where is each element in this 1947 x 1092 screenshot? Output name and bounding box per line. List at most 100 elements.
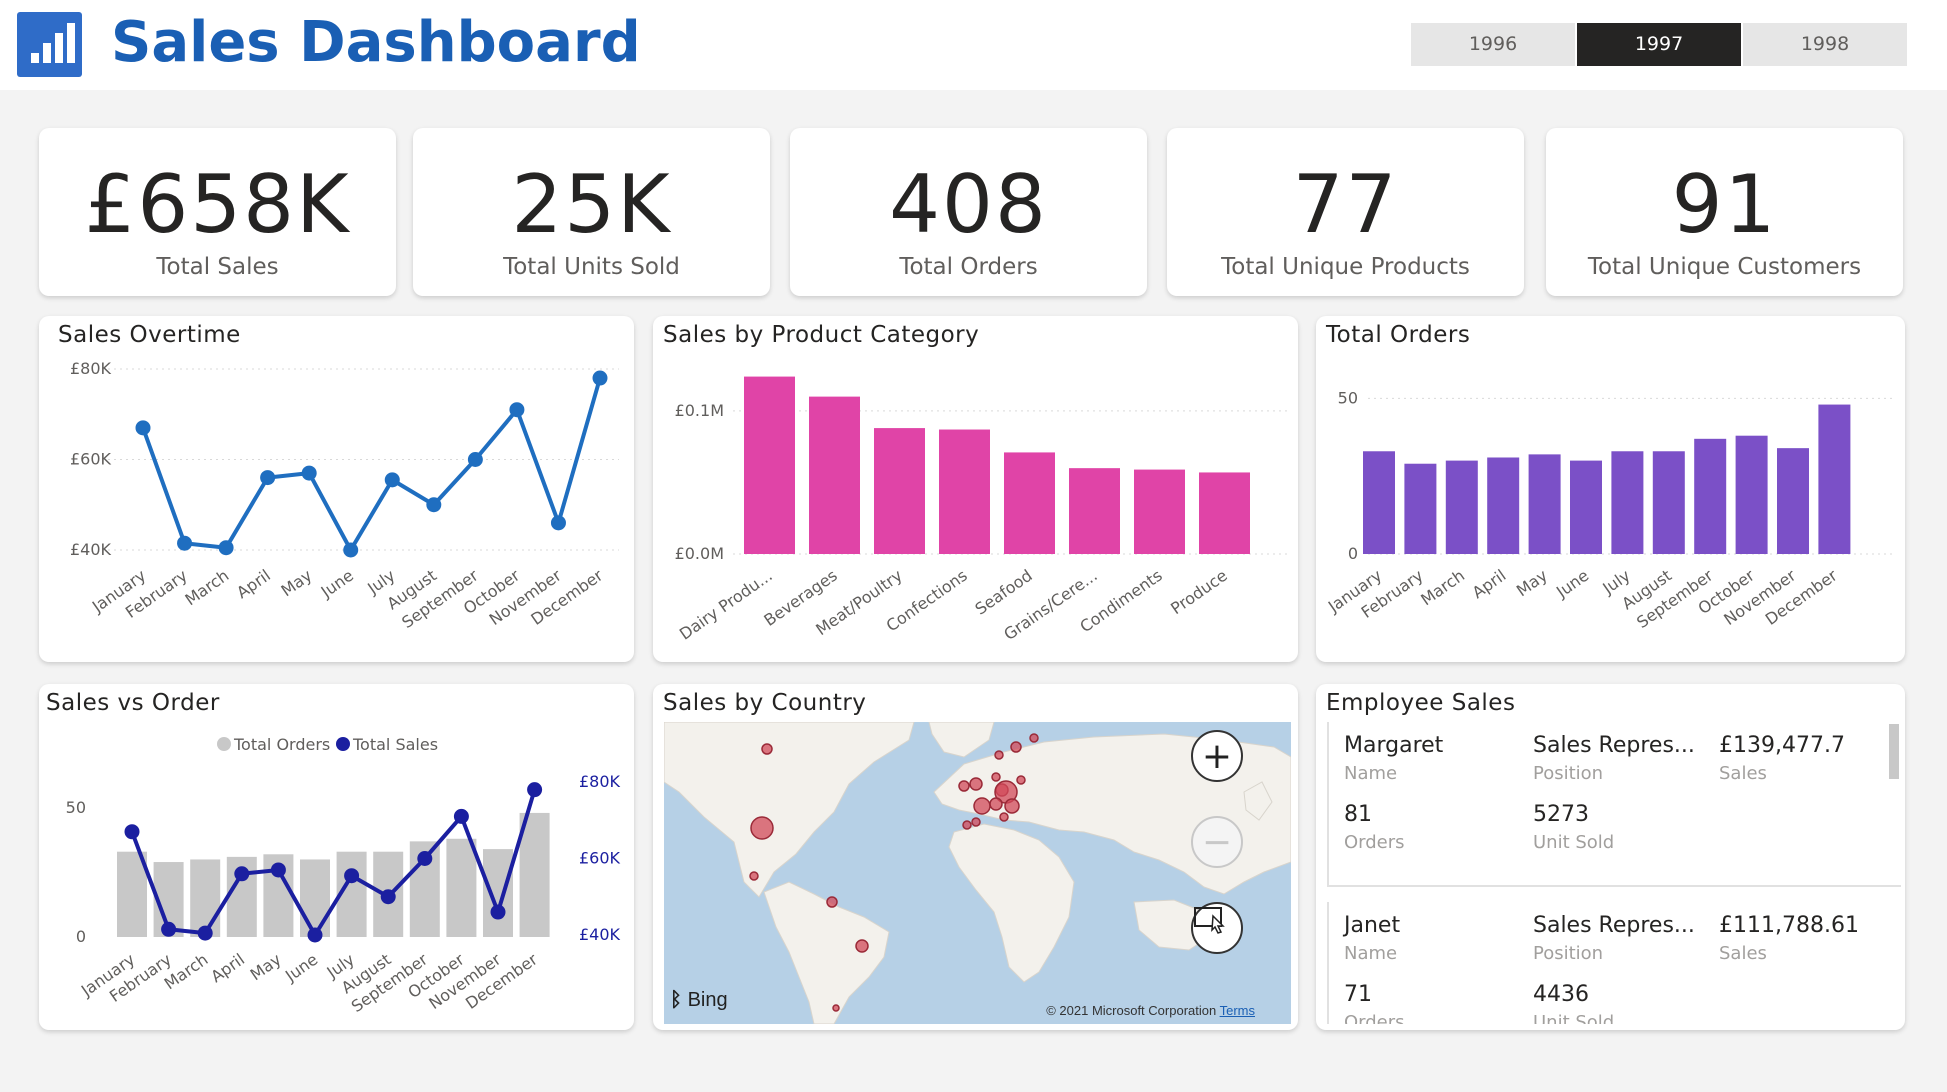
bar <box>1404 463 1437 554</box>
data-point <box>417 851 433 866</box>
x-tick-label: June <box>281 950 321 986</box>
map-bubble <box>973 797 991 815</box>
panel-title: Employee Sales <box>1326 690 1516 716</box>
sales-vs-order-panel[interactable]: Sales vs Order 0 50 £40K £60K £80K Total Orde… <box>39 684 634 1030</box>
year-slicer-1996[interactable]: 1996 <box>1411 23 1575 66</box>
bar <box>1777 448 1809 554</box>
employee-card[interactable]: Margaret Name Sales Repres... Position £13… <box>1327 722 1901 887</box>
map-bubble <box>999 812 1009 822</box>
y-tick-label: 0 <box>76 927 86 946</box>
bar <box>1004 452 1055 554</box>
employee-sales-panel[interactable]: Employee Sales Margaret Name Sales Repres… <box>1316 684 1905 1030</box>
map-bubble <box>1029 733 1039 743</box>
bar <box>117 851 147 937</box>
map-bubble <box>826 896 838 908</box>
scrollbar-thumb[interactable] <box>1889 724 1899 779</box>
map-bubble <box>991 772 1001 782</box>
data-point <box>260 470 276 486</box>
bar <box>446 838 477 937</box>
terms-link[interactable]: Terms <box>1219 1003 1255 1018</box>
map-bubble <box>971 817 981 827</box>
legend-marker <box>217 737 231 751</box>
world-map[interactable]: + − ᛒ Bing © 2021 Microsoft Corporation … <box>664 722 1291 1024</box>
employee-orders: 81 <box>1344 802 1372 827</box>
kpi-card-total-unique-products: 77 Total Unique Products <box>1167 128 1524 296</box>
employee-card[interactable]: Janet Name Sales Repres... Position £111,7… <box>1327 902 1901 1024</box>
kpi-value: 77 <box>1292 158 1399 251</box>
x-tick-label: April <box>233 566 274 603</box>
employee-sales-value: £139,477.7 <box>1719 733 1845 758</box>
year-slicer-1997[interactable]: 1997 <box>1577 23 1741 66</box>
bar <box>1445 460 1478 554</box>
header-bar: Sales Dashboard 1996 1997 1998 <box>0 0 1947 90</box>
x-tick-label: June <box>1552 566 1592 602</box>
y-tick-label: £0.0M <box>675 544 724 563</box>
y-tick-label: £60K <box>579 849 621 868</box>
panel-title: Sales by Country <box>663 690 867 716</box>
employee-orders: 71 <box>1344 982 1372 1007</box>
field-label: Sales <box>1719 943 1767 964</box>
bar <box>1199 472 1250 554</box>
map-bubble <box>855 939 869 953</box>
sales-by-country-panel[interactable]: Sales by Country <box>653 684 1298 1030</box>
sales-overtime-panel[interactable]: Sales Overtime £40K £60K £80K January Februa… <box>39 316 634 662</box>
bar <box>939 429 990 554</box>
year-slicer-1998[interactable]: 1998 <box>1743 23 1907 66</box>
bar <box>1528 454 1561 554</box>
y-tick-label: £40K <box>579 925 621 944</box>
panel-title: Total Orders <box>1326 322 1471 348</box>
bar <box>1487 457 1520 554</box>
map-bubble <box>962 820 972 830</box>
x-tick-label: Dairy Produ... <box>676 566 776 644</box>
data-point <box>380 889 396 905</box>
data-point <box>343 542 359 558</box>
bar <box>874 428 925 554</box>
zoom-in-button[interactable]: + <box>1191 730 1243 782</box>
select-rect-icon <box>1194 907 1225 934</box>
data-point <box>197 925 213 941</box>
x-tick-label: May <box>1513 566 1551 601</box>
employee-sales-value: £111,788.61 <box>1719 913 1859 938</box>
data-point <box>453 808 469 824</box>
sales-by-category-panel[interactable]: Sales by Product Category £0.0M £0.1M Dair… <box>653 316 1298 662</box>
bar <box>1069 468 1120 554</box>
y-tick-label: £80K <box>70 359 112 378</box>
series-line <box>141 377 602 552</box>
select-area-button[interactable] <box>1191 902 1243 954</box>
data-point <box>490 904 506 920</box>
x-tick-label: March <box>182 566 233 610</box>
y-tick-label: 50 <box>66 798 86 817</box>
field-label: Name <box>1344 943 1398 964</box>
zoom-out-button[interactable]: − <box>1191 816 1243 868</box>
kpi-card-total-orders: 408 Total Orders <box>790 128 1147 296</box>
panel-title: Sales vs Order <box>46 690 220 716</box>
employee-list[interactable]: Margaret Name Sales Repres... Position £13… <box>1327 722 1905 1024</box>
data-point <box>592 370 608 386</box>
bar <box>1134 469 1185 554</box>
data-point <box>509 402 525 418</box>
data-point <box>161 921 177 937</box>
data-point <box>301 465 317 481</box>
plus-icon: + <box>1201 735 1233 777</box>
x-tick-label: June <box>317 566 357 602</box>
legend-label: Total Orders <box>233 735 330 754</box>
y-tick-label: 50 <box>1338 388 1358 407</box>
employee-position: Sales Repres... <box>1533 913 1695 938</box>
legend-marker <box>336 737 350 751</box>
kpi-card-total-units-sold: 25K Total Units Sold <box>413 128 770 296</box>
minus-icon: − <box>1201 821 1233 863</box>
total-orders-panel[interactable]: Total Orders 0 50 January February March Apri… <box>1316 316 1905 662</box>
page-title: Sales Dashboard <box>111 10 641 75</box>
kpi-card-total-unique-customers: 91 Total Unique Customers <box>1546 128 1903 296</box>
map-bubbles[interactable] <box>664 722 1291 1024</box>
data-point <box>527 782 543 798</box>
employee-units: 5273 <box>1533 802 1589 827</box>
data-point <box>307 927 323 943</box>
employee-position: Sales Repres... <box>1533 733 1695 758</box>
kpi-value: £658K <box>84 158 351 251</box>
field-label: Unit Sold <box>1533 1012 1615 1024</box>
